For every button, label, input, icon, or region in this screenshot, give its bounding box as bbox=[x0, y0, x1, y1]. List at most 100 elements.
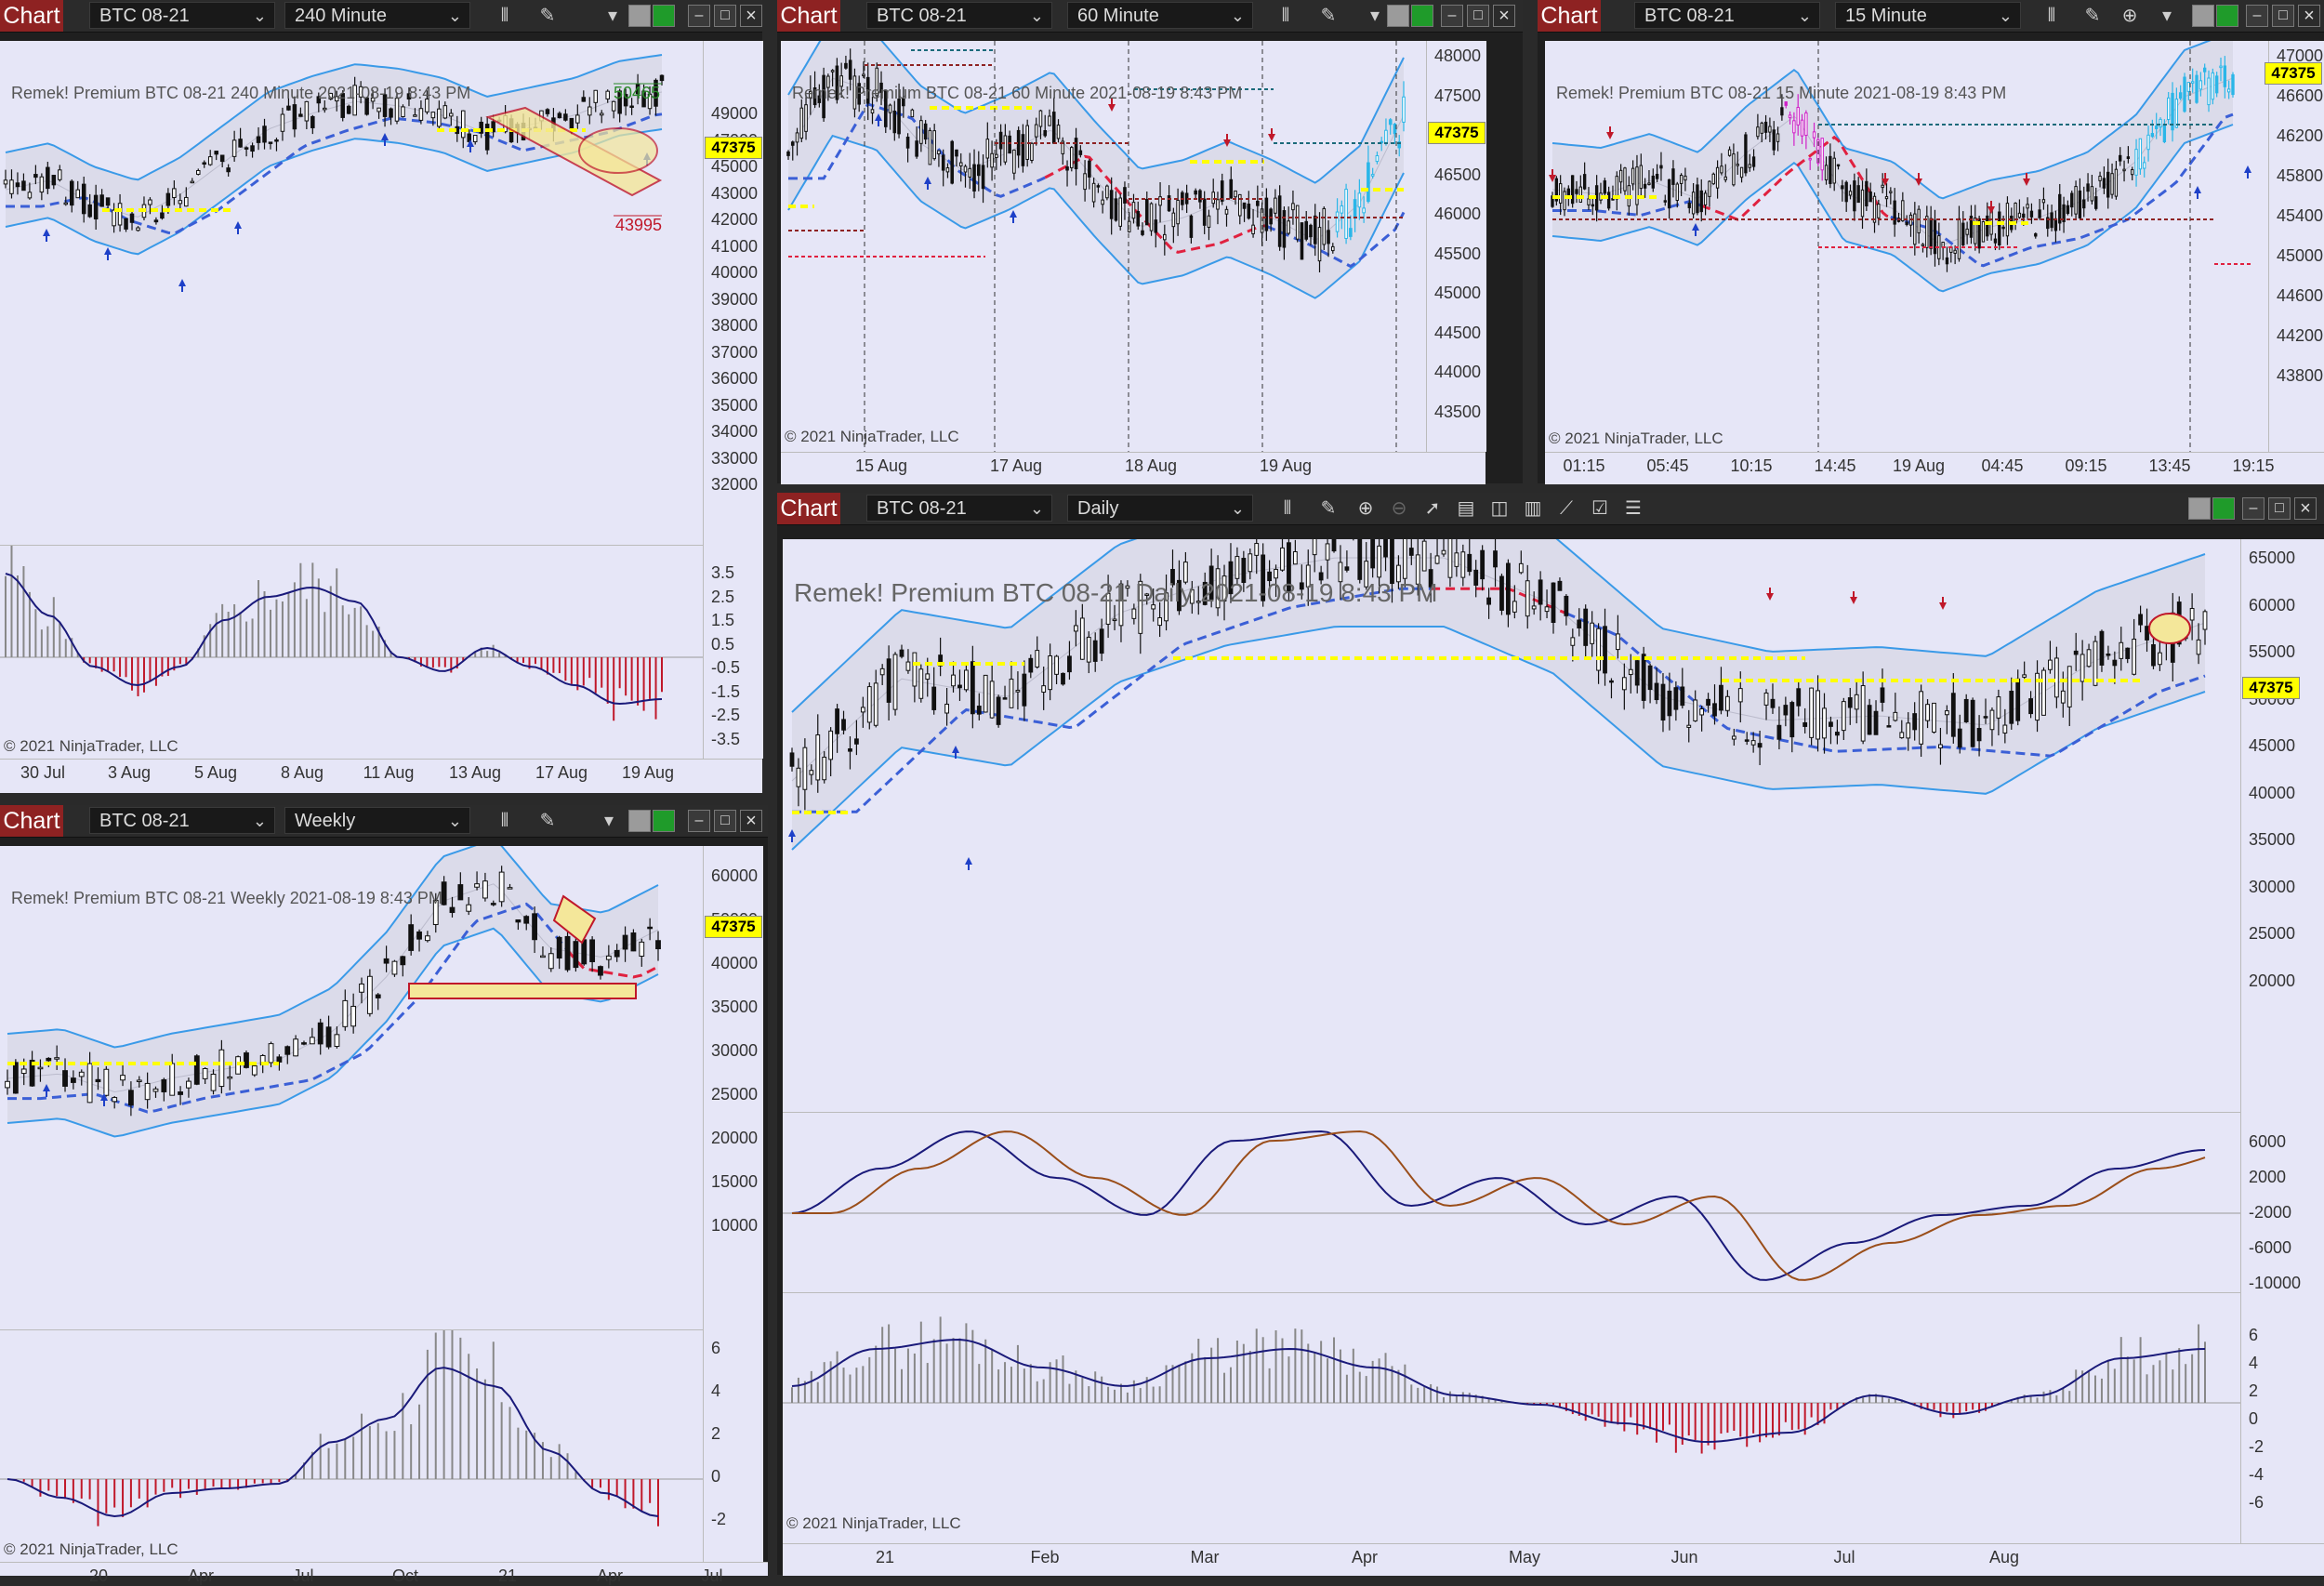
zoom-out-icon[interactable]: ⊖ bbox=[1391, 498, 1407, 519]
oscillator-panel[interactable]: © 2021 NinjaTrader, LLC bbox=[0, 1329, 703, 1563]
oscillator-panel-1[interactable] bbox=[783, 1112, 2240, 1293]
interval-selector[interactable]: 240 Minute ⌄ bbox=[284, 2, 470, 29]
window-link-button[interactable] bbox=[2212, 497, 2235, 520]
drawing-tool-icon[interactable]: ✎ bbox=[539, 6, 556, 26]
candle-body bbox=[507, 887, 513, 890]
bar-type-icon[interactable]: ⫴ bbox=[500, 811, 509, 831]
chart-trader-icon[interactable]: ◫ bbox=[1490, 498, 1509, 519]
window-grey-button[interactable] bbox=[2188, 497, 2211, 520]
candle-body bbox=[196, 169, 201, 175]
window-link-button[interactable] bbox=[653, 810, 675, 832]
minimize-button[interactable]: – bbox=[688, 810, 710, 832]
pointer-icon[interactable]: ➚ bbox=[1424, 498, 1441, 519]
data-box-icon[interactable]: ▤ bbox=[1457, 498, 1475, 519]
price-panel[interactable]: Remek! Premium BTC 08-21 Weekly 2021-08-… bbox=[0, 846, 703, 1329]
zoom-in-icon[interactable]: ⊕ bbox=[2121, 6, 2138, 26]
candle-body bbox=[1673, 687, 1679, 710]
instrument-selector[interactable]: BTC 08-21 ⌄ bbox=[866, 495, 1052, 522]
drawing-tool-icon[interactable]: ✎ bbox=[2084, 6, 2101, 26]
oscillator-panel[interactable]: © 2021 NinjaTrader, LLC bbox=[0, 545, 703, 760]
interval-selector[interactable]: Daily ⌄ bbox=[1067, 495, 1253, 522]
close-button[interactable]: × bbox=[2294, 497, 2317, 520]
list-icon[interactable]: ☰ bbox=[1625, 498, 1642, 519]
candle-body bbox=[1659, 165, 1663, 169]
window-grey-button[interactable] bbox=[628, 5, 651, 27]
window-link-button[interactable] bbox=[653, 5, 675, 27]
drawing-tool-icon[interactable]: ✎ bbox=[1320, 498, 1337, 519]
chart-tab[interactable]: Chart bbox=[1538, 0, 1601, 32]
arrow-head bbox=[1692, 223, 1699, 231]
close-button[interactable]: × bbox=[740, 5, 762, 27]
bar-type-icon[interactable]: ⫴ bbox=[1281, 6, 1290, 26]
close-button[interactable]: × bbox=[740, 810, 762, 832]
candle-body bbox=[1194, 190, 1197, 195]
bar-type-icon[interactable]: ⫴ bbox=[500, 6, 509, 26]
dropdown-arrow-icon[interactable]: ▾ bbox=[603, 811, 614, 831]
price-axis: 4900047000450004300042000410004000039000… bbox=[703, 41, 763, 545]
window-grey-button[interactable] bbox=[628, 810, 651, 832]
window-grey-button[interactable] bbox=[1387, 5, 1409, 27]
instrument-selector[interactable]: BTC 08-21 ⌄ bbox=[866, 2, 1052, 29]
price-axis-tick: 34000 bbox=[711, 422, 759, 441]
drawing-tool-icon[interactable]: ✎ bbox=[1320, 6, 1337, 26]
instrument-selector[interactable]: BTC 08-21 ⌄ bbox=[1634, 2, 1820, 29]
candle-body bbox=[93, 194, 99, 220]
chart-tab[interactable]: Chart bbox=[777, 0, 840, 32]
candle-body bbox=[1322, 207, 1327, 245]
minimize-button[interactable]: – bbox=[688, 5, 710, 27]
minimize-button[interactable]: – bbox=[2246, 5, 2268, 27]
dropdown-arrow-icon[interactable]: ▾ bbox=[2161, 6, 2172, 26]
price-panel[interactable]: Remek! Premium BTC 08-21 240 Minute 2021… bbox=[0, 41, 703, 545]
interval-selector[interactable]: 60 Minute ⌄ bbox=[1067, 2, 1253, 29]
window-toolbar: Chart BTC 08-21 ⌄ 240 Minute ⌄ ⫴ ✎ ▾ – □ × bbox=[0, 0, 762, 33]
bar-type-icon[interactable]: ⫴ bbox=[1283, 498, 1292, 519]
properties-icon[interactable]: ☑ bbox=[1591, 498, 1608, 519]
candle-body bbox=[852, 75, 857, 110]
candle-body bbox=[1654, 682, 1659, 701]
oscillator-panel-2[interactable]: © 2021 NinjaTrader, LLC bbox=[783, 1292, 2240, 1544]
candle-body bbox=[364, 97, 369, 115]
chart-tab[interactable]: Chart bbox=[777, 493, 840, 524]
copyright: © 2021 NinjaTrader, LLC bbox=[1549, 430, 1723, 447]
candle-body bbox=[172, 188, 177, 198]
instrument-selector[interactable]: BTC 08-21 ⌄ bbox=[89, 2, 275, 29]
minimize-button[interactable]: – bbox=[2242, 497, 2265, 520]
zoom-in-icon[interactable]: ⊕ bbox=[1357, 498, 1374, 519]
copyright: © 2021 NinjaTrader, LLC bbox=[785, 428, 959, 445]
interval-selector[interactable]: 15 Minute ⌄ bbox=[1835, 2, 2021, 29]
maximize-button[interactable]: □ bbox=[2268, 497, 2291, 520]
indicators-icon[interactable]: ▥ bbox=[1524, 498, 1542, 519]
close-button[interactable]: × bbox=[2298, 5, 2320, 27]
close-button[interactable]: × bbox=[1493, 5, 1515, 27]
candle-body bbox=[1099, 628, 1104, 654]
chart-tab[interactable]: Chart bbox=[0, 0, 63, 32]
window-grey-button[interactable] bbox=[2192, 5, 2214, 27]
minimize-button[interactable]: – bbox=[1441, 5, 1463, 27]
instrument-selector[interactable]: BTC 08-21 ⌄ bbox=[89, 807, 275, 834]
interval-value: 15 Minute bbox=[1845, 6, 1927, 26]
candle-body bbox=[2167, 97, 2171, 121]
dropdown-arrow-icon[interactable]: ▾ bbox=[1369, 6, 1380, 26]
dropdown-arrow-icon[interactable]: ▾ bbox=[607, 6, 618, 26]
price-panel[interactable]: Remek! Premium BTC 08-21 60 Minute 2021-… bbox=[781, 41, 1426, 452]
chart-tab[interactable]: Chart bbox=[0, 805, 63, 837]
window-link-button[interactable] bbox=[1411, 5, 1433, 27]
window-link-button[interactable] bbox=[2216, 5, 2238, 27]
price-axis-tick: 46200 bbox=[2277, 126, 2324, 145]
bar-type-icon[interactable]: ⫴ bbox=[2047, 6, 2056, 26]
candle-body bbox=[2110, 173, 2114, 195]
interval-selector[interactable]: Weekly ⌄ bbox=[284, 807, 470, 834]
maximize-button[interactable]: □ bbox=[714, 810, 736, 832]
chevron-down-icon: ⌄ bbox=[447, 812, 462, 830]
price-panel[interactable]: Remek! Premium BTC 08-21 15 Minute 2021-… bbox=[1545, 41, 2268, 452]
drawing-tool-icon[interactable]: ✎ bbox=[539, 811, 556, 831]
candle-body bbox=[1370, 539, 1376, 569]
maximize-button[interactable]: □ bbox=[714, 5, 736, 27]
price-panel[interactable]: Remek! Premium BTC 08-21 Daily 2021-08-1… bbox=[783, 539, 2240, 1112]
price-axis-tick: 4 bbox=[711, 1381, 721, 1400]
maximize-button[interactable]: □ bbox=[1467, 5, 1489, 27]
strategies-icon[interactable]: ⟋ bbox=[1560, 498, 1573, 519]
candle-body bbox=[828, 730, 834, 760]
maximize-button[interactable]: □ bbox=[2272, 5, 2294, 27]
candle-body bbox=[54, 1057, 60, 1060]
